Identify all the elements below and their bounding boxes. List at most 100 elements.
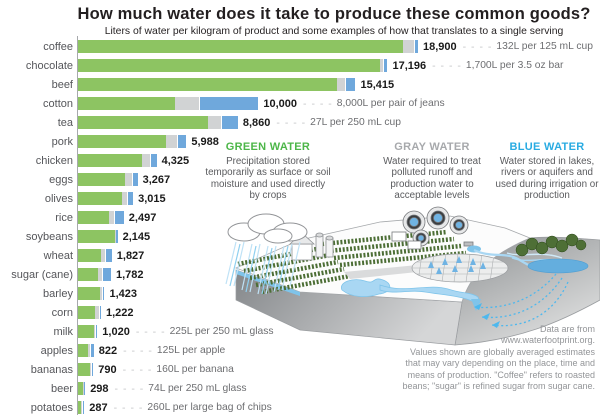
gray-water-heading: GRAY WATER: [394, 141, 470, 153]
legend-green-water: GREEN WATER Precipitation stored tempora…: [205, 141, 331, 202]
bar-value: 10,000: [263, 97, 298, 110]
segment-gray: [124, 173, 133, 186]
segment-blue: [345, 78, 356, 91]
stacked-bar: 298 - - - - 74L per 250 mL glass: [78, 379, 247, 398]
legend-gray-water: GRAY WATER Water required to treat pollu…: [376, 141, 488, 202]
segment-green: [78, 40, 404, 53]
stacked-bar: 1,827: [78, 246, 144, 265]
category-label: potatoes: [30, 401, 73, 414]
category-label: sugar (cane): [11, 268, 73, 281]
segment-blue: [133, 173, 138, 186]
category-label: cotton: [43, 97, 73, 110]
segment-blue: [115, 211, 124, 224]
segment-green: [78, 382, 83, 395]
segment-green: [78, 59, 380, 72]
category-label: wheat: [43, 249, 73, 262]
segment-green: [78, 154, 142, 167]
bar-row: soybeans 2,145: [0, 227, 600, 246]
trees-icon: [515, 233, 587, 257]
category-label: tea: [57, 116, 73, 129]
segment-blue: [383, 59, 388, 72]
segment-gray: [122, 192, 128, 205]
dash-connector: - - - -: [123, 344, 153, 357]
bar-value: 2,497: [128, 211, 157, 224]
bar-value: 3,015: [138, 192, 166, 205]
bar-row: milk 1,020 - - - - 225L per 250 mL glass: [0, 322, 600, 341]
stacked-bar: 3,267: [78, 170, 170, 189]
y-axis-line: [77, 36, 78, 415]
segment-green: [78, 268, 98, 281]
stacked-bar: 3,015: [78, 189, 166, 208]
segment-gray: [141, 154, 150, 167]
bar-value: 822: [98, 344, 118, 357]
segment-green: [78, 249, 101, 262]
segment-blue: [178, 135, 187, 148]
green-water-heading: GREEN WATER: [225, 141, 311, 153]
segment-blue: [200, 97, 259, 110]
dash-connector: - - - -: [462, 40, 493, 53]
bar-rows: coffee 18,900 - - - - 132L per 125 mL cu…: [0, 37, 600, 415]
dash-connector: - - - -: [432, 59, 462, 72]
legend-blue-water: BLUE WATER Water stored in lakes, rivers…: [492, 141, 600, 202]
bar-row: beef 15,415: [0, 75, 600, 94]
rain-clouds-icon: [227, 213, 308, 244]
bar-row: potatoes 287 - - - - 260L per large bag …: [0, 398, 600, 415]
bar-value: 15,415: [360, 78, 395, 91]
data-source-note: Data are from www.waterfootprint.org. Va…: [363, 324, 596, 392]
bar-row: chicken 4,325: [0, 151, 600, 170]
segment-gray: [100, 249, 105, 262]
segment-blue: [150, 154, 157, 167]
segment-gray: [379, 59, 383, 72]
segment-green: [78, 325, 94, 338]
bar-annotation: 8,000L per pair of jeans: [336, 98, 445, 109]
bar-row: sugar (cane) 1,782: [0, 265, 600, 284]
segment-green: [78, 173, 125, 186]
rain-icon: [225, 241, 301, 295]
stacked-bar: 17,196 - - - - 1,700L per 3.5 oz bar: [78, 56, 563, 75]
bar-row: beer 298 - - - - 74L per 250 mL glass: [0, 379, 600, 398]
category-label: beef: [51, 78, 73, 91]
bar-row: pork 5,988: [0, 132, 600, 151]
bar-row: olives 3,015: [0, 189, 600, 208]
bar-row: corn 1,222: [0, 303, 600, 322]
segment-gray: [166, 135, 178, 148]
segment-gray: [207, 116, 221, 129]
bar-row: rice 2,497: [0, 208, 600, 227]
segment-blue: [84, 382, 86, 395]
footer-line: beans; "sugar" is refined sugar from sug…: [402, 381, 596, 392]
segment-blue: [105, 249, 112, 262]
category-label: olives: [44, 192, 73, 205]
segment-gray: [88, 344, 91, 357]
stacked-bar: 5,988: [78, 132, 219, 151]
bar-value: 2,145: [122, 230, 151, 243]
dash-connector: - - - -: [303, 97, 333, 110]
lake-icon: [527, 258, 589, 274]
bar-value: 790: [98, 363, 117, 376]
bar-value: 8,860: [242, 116, 271, 129]
footer-line: www.waterfootprint.org.: [500, 335, 595, 346]
segment-green: [78, 97, 175, 110]
bar-row: coffee 18,900 - - - - 132L per 125 mL cu…: [0, 37, 600, 56]
bar-annotation: 125L per apple: [156, 345, 226, 356]
dash-connector: - - - -: [276, 116, 307, 129]
stacked-bar: 790 - - - - 160L per banana: [78, 360, 234, 379]
green-water-description: Precipitation stored temporarily as surf…: [205, 155, 331, 202]
segment-blue: [128, 192, 134, 205]
dash-connector: - - - -: [135, 325, 166, 338]
category-label: chocolate: [25, 59, 73, 72]
footer-line: Values shown are globally averaged estim…: [410, 346, 595, 357]
segment-green: [78, 78, 337, 91]
stacked-bar: 1,020 - - - - 225L per 250 mL glass: [78, 322, 274, 341]
stacked-bar: 4,325: [78, 151, 189, 170]
segment-blue: [415, 40, 418, 53]
stacked-bar: 15,415: [78, 75, 394, 94]
bar-value: 1,020: [102, 325, 130, 338]
segment-green: [78, 211, 109, 224]
segment-blue: [102, 268, 111, 281]
bar-row: cotton 10,000 - - - - 8,000L per pair of…: [0, 94, 600, 113]
category-label: milk: [53, 325, 73, 338]
category-label: chicken: [35, 154, 73, 167]
stacked-bar: 1,423: [78, 284, 137, 303]
segment-gray: [108, 211, 115, 224]
